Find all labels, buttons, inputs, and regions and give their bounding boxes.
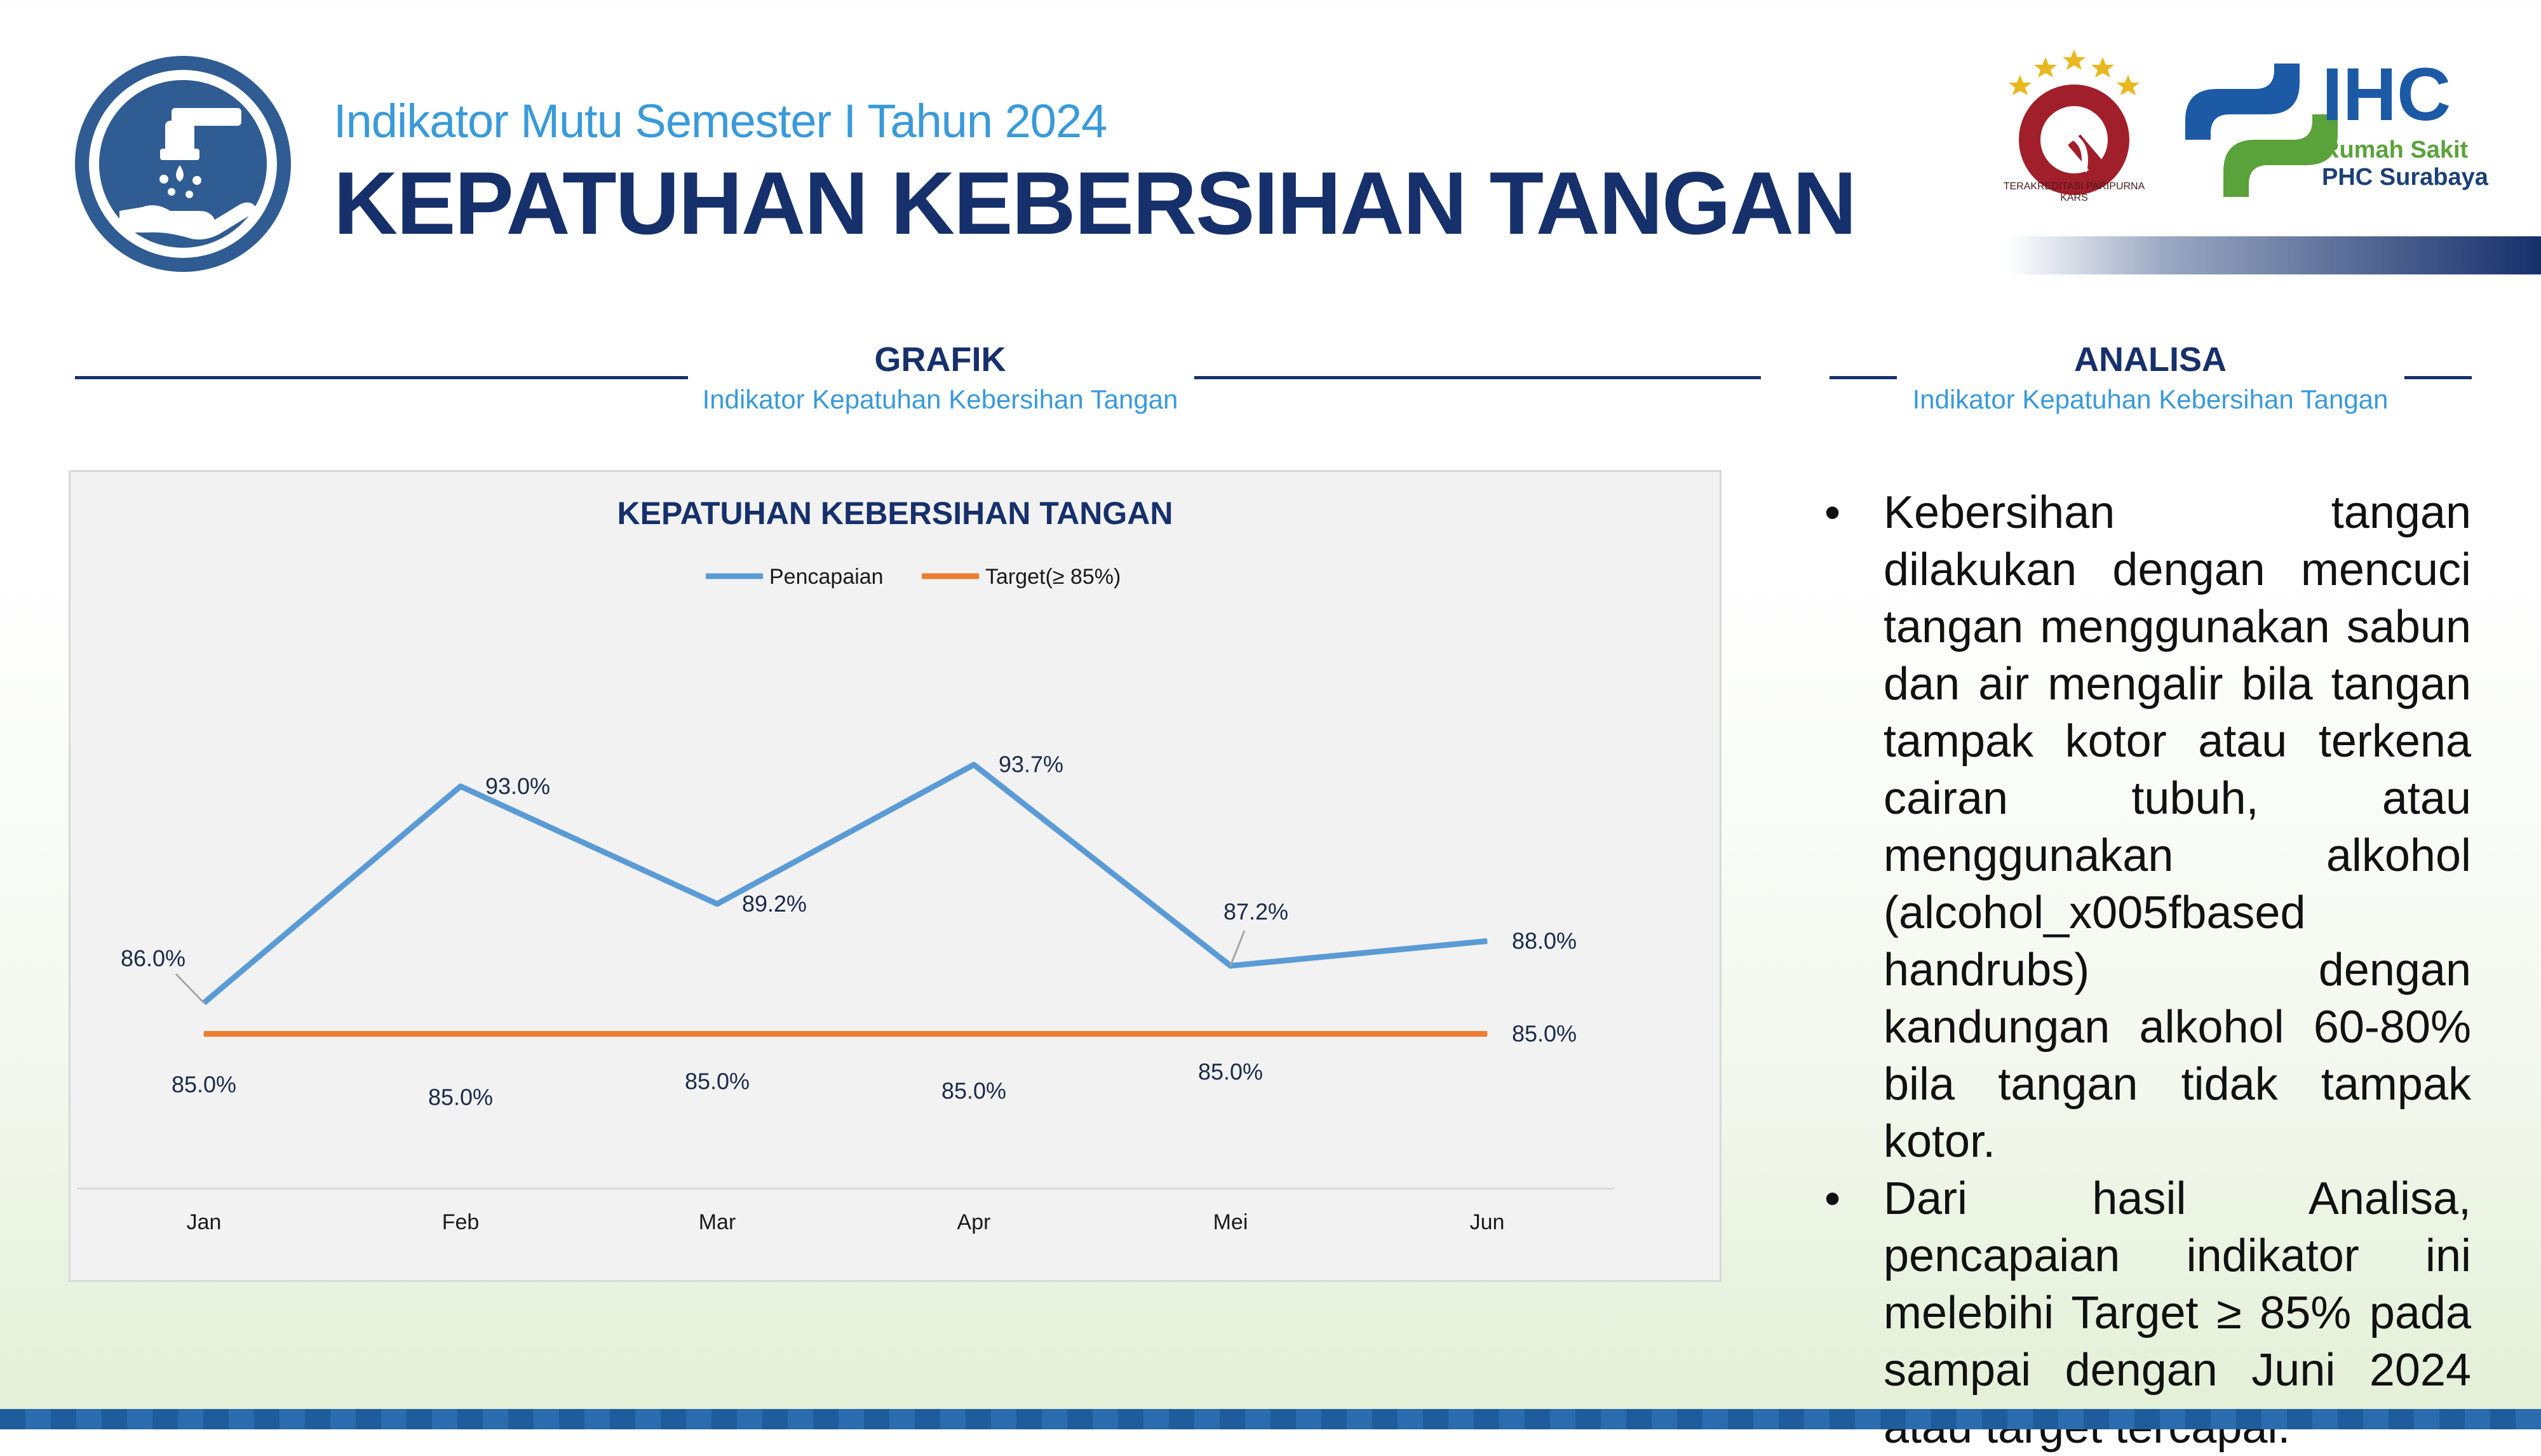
bullet-icon: • [1824,487,1841,538]
brand-name: IHC [2322,53,2451,137]
ihc-logo-mark [2185,64,2338,197]
data-point-0-1 [460,785,461,787]
analysis-bullet: • Kebersihan tangan dilakukan dengan men… [1823,484,2471,1170]
analysis-panel: • Kebersihan tangan dilakukan dengan men… [1823,484,2471,1456]
handwashing-icon [119,108,256,239]
legend-label-1: Target(≥ 85%) [985,565,1121,589]
data-label-target-4: 85.0% [1198,1058,1263,1084]
data-label-pencapaian-0: 86.0% [121,945,185,971]
analisa-title: ANALISA [2074,340,2227,379]
brand-line2: PHC Surabaya [2322,164,2488,191]
accreditation-caption: TERAKREDITASI PARIPURNA KARS [2003,181,2145,203]
grafik-subtitle: Indikator Kepatuhan Kebersihan Tangan [702,384,1178,414]
data-label-pencapaian-4: 87.2% [1223,898,1288,924]
data-label-pencapaian-3: 93.7% [999,752,1063,778]
x-tick-label-0: Jan [187,1210,222,1234]
data-label-pencapaian-5: 88.0% [1512,927,1577,954]
page-subtitle: Indikator Mutu Semester I Tahun 2024 [334,95,1107,147]
x-tick-label-5: Jun [1470,1210,1505,1234]
data-point-1-1 [460,1033,461,1035]
analysis-bullet: • Dari hasil Analisa, pencapaian indikat… [1823,1170,2471,1456]
analisa-divider-right [2404,376,2472,379]
data-label-target-3: 85.0% [941,1077,1006,1103]
chart-legend: Pencapaian Target(≥ 85%) [706,565,1121,589]
leader-line-0 [175,973,205,1004]
x-tick-label-3: Apr [957,1210,991,1234]
data-label-pencapaian-2: 89.2% [742,891,807,917]
accreditation-logo [2009,50,2140,195]
data-label-target-1: 85.0% [428,1084,493,1110]
page-title: KEPATUHAN KEBERSIHAN TANGAN [334,153,1857,253]
series-line-0 [202,762,1488,1006]
data-label-target-2: 85.0% [685,1068,750,1094]
data-point-0-2 [717,903,718,905]
data-point-1-5 [1486,1033,1488,1035]
data-point-1-3 [973,1033,974,1035]
data-point-1-0 [203,1033,205,1035]
data-label-pencapaian-1: 93.0% [485,773,550,799]
analisa-subtitle: Indikator Kepatuhan Kebersihan Tangan [1912,384,2389,414]
x-tick-label-4: Mei [1213,1210,1248,1234]
data-point-1-2 [717,1033,718,1035]
line-chart: KEPATUHAN KEBERSIHAN TANGAN Pencapaian Ta… [77,495,1614,1234]
data-label-target-0: 85.0% [172,1071,236,1097]
grafik-divider-right [1194,376,1761,379]
bullet-icon: • [1824,1173,1841,1224]
x-tick-label-2: Mar [699,1210,736,1234]
brand-line1: Rumah Sakit [2322,137,2469,163]
x-tick-label-1: Feb [442,1210,480,1234]
data-point-1-4 [1230,1033,1231,1035]
data-point-0-3 [973,764,974,765]
data-label-target-5: 85.0% [1512,1020,1577,1046]
footer-pattern-band [0,1409,2541,1429]
grafik-title: GRAFIK [874,340,1006,379]
legend-label-0: Pencapaian [769,565,884,589]
handwashing-logo [75,56,291,272]
chart-container: KEPATUHAN KEBERSIHAN TANGAN Pencapaian Ta… [69,470,1722,1282]
data-point-0-5 [1486,940,1488,942]
chart-title: KEPATUHAN KEBERSIHAN TANGAN [617,495,1173,531]
grafik-divider-left [75,376,688,379]
leader-line-4 [1229,930,1246,966]
analisa-divider-left [1830,376,1897,379]
header-accent-bar [2007,236,2541,274]
